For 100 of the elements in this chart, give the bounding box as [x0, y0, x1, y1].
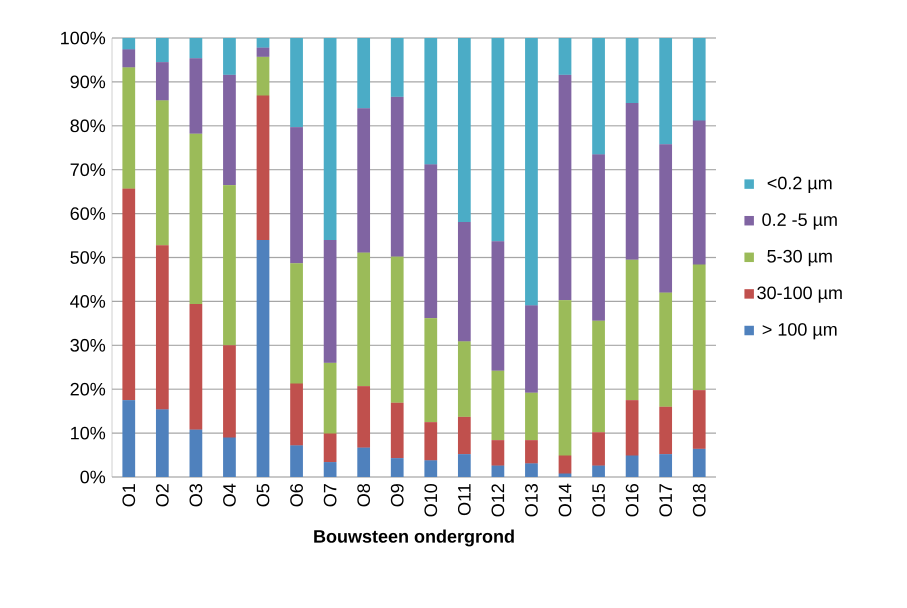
bar: [223, 437, 236, 477]
bar: [156, 245, 169, 410]
bar: [324, 434, 336, 462]
x-tick-label: O1: [122, 484, 136, 506]
bar: [223, 38, 236, 75]
bar: [390, 256, 404, 403]
y-tick-label: 80%: [70, 119, 106, 132]
x-tick-label: O12: [492, 484, 504, 516]
bar: [525, 305, 538, 393]
bar: [290, 445, 303, 477]
y-tick-label: 0%: [80, 470, 106, 484]
bar: [223, 74, 236, 186]
bar: [558, 74, 572, 300]
bar: [324, 38, 336, 240]
x-tick-label: O6: [290, 484, 303, 506]
x-axis-title: Bouwsteen ondergrond: [314, 530, 514, 546]
bar: [256, 96, 270, 240]
bar: [558, 300, 572, 456]
bar: [122, 38, 136, 50]
bar: [256, 38, 270, 48]
x-tick-label: O5: [256, 484, 270, 506]
bar: [256, 48, 270, 57]
x-tick-label: O13: [525, 484, 538, 516]
bar: [458, 38, 471, 222]
x-tick-label: O17: [659, 484, 672, 516]
bar: [324, 462, 336, 477]
y-tick-label: 60%: [70, 207, 106, 220]
bar: [626, 38, 638, 103]
bar: [190, 304, 202, 430]
x-tick-label: O8: [357, 484, 370, 506]
y-tick-label: 40%: [70, 295, 106, 308]
bar: [357, 448, 370, 477]
bar: [424, 318, 438, 422]
bar: [692, 264, 706, 390]
bar: [492, 440, 504, 466]
bar: [122, 67, 136, 189]
bar: [390, 402, 404, 458]
bar: [256, 240, 270, 477]
bar: [558, 473, 572, 477]
bar: [558, 38, 572, 75]
bar: [122, 188, 136, 400]
bar: [692, 448, 706, 477]
bar: [156, 62, 169, 100]
y-tick-label: 30%: [70, 338, 106, 352]
bar: [357, 38, 370, 108]
bar: [290, 383, 303, 446]
bar: [692, 38, 706, 121]
bar: [290, 263, 303, 384]
bar: [626, 102, 638, 260]
bar: [290, 38, 303, 128]
bar: [357, 108, 370, 253]
y-tick-label: 70%: [70, 163, 106, 176]
bar: [458, 454, 471, 477]
x-tick-label: O10: [424, 484, 438, 516]
bar: [190, 38, 202, 58]
bar: [626, 260, 638, 400]
bar: [525, 392, 538, 440]
bar: [122, 49, 136, 68]
x-tick-label: O16: [626, 484, 638, 516]
bar: [592, 320, 605, 432]
bar: [492, 241, 504, 371]
y-tick-label: 100%: [61, 32, 106, 44]
bar: [190, 134, 202, 304]
bar: [692, 120, 706, 265]
x-tick-label: O18: [692, 484, 706, 516]
bar: [357, 252, 370, 386]
bar: [424, 38, 438, 164]
bar: [223, 185, 236, 346]
bar: [424, 164, 438, 318]
bar: [492, 466, 504, 477]
bar: [458, 222, 471, 342]
y-tick-label: 10%: [71, 426, 106, 440]
bar: [290, 127, 303, 264]
legend-label: <0.2 µm: [768, 176, 832, 193]
bar: [592, 432, 605, 466]
x-tick-label: O11: [458, 484, 471, 516]
y-tick-label: 50%: [70, 251, 106, 264]
bar: [525, 38, 538, 306]
bar: [659, 38, 672, 144]
bar: [592, 466, 605, 477]
x-tick-label: O9: [390, 484, 404, 506]
bar: [492, 38, 504, 242]
bar: [626, 455, 638, 477]
bar: [659, 292, 672, 407]
y-tick-label: 90%: [70, 76, 106, 88]
bar: [458, 341, 471, 417]
bar: [390, 96, 404, 257]
bar: [492, 370, 504, 440]
bar: [156, 100, 169, 246]
x-tick-label: O3: [190, 484, 202, 506]
bar: [256, 56, 270, 96]
x-tick-label: O7: [324, 484, 336, 506]
bar: [190, 58, 202, 134]
x-tick-label: O14: [558, 484, 572, 516]
bar: [659, 454, 672, 477]
bar: [458, 416, 471, 454]
bar: [592, 154, 605, 321]
x-tick-label: O15: [592, 484, 605, 516]
bar: [324, 362, 336, 434]
bar: [592, 38, 605, 154]
